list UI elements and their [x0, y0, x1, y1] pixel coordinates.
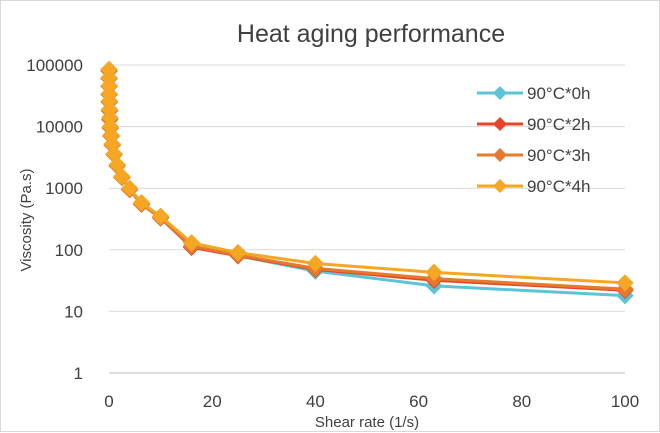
x-axis-title: Shear rate (1/s) [315, 414, 419, 431]
legend-item: 90°C*0h [477, 84, 591, 103]
y-tick-label: 1000 [45, 179, 83, 198]
legend-label: 90°C*4h [527, 177, 591, 196]
data-point [306, 254, 325, 273]
legend-label: 90°C*0h [527, 84, 591, 103]
legend-marker [493, 117, 507, 131]
y-tick-label: 1 [74, 364, 83, 383]
legend: 90°C*0h 90°C*2h 90°C*3h 90°C*4h [477, 84, 591, 196]
chart-title: Heat aging performance [237, 20, 505, 48]
legend-item: 90°C*4h [477, 177, 591, 196]
x-tick-label: 0 [104, 392, 113, 411]
legend-marker [493, 179, 507, 193]
axes: 1 10 100 1000 10000 100000 0 20 40 60 80 100 [26, 56, 639, 411]
gridlines [109, 64, 625, 374]
y-tick-label: 100 [55, 241, 83, 260]
y-tick-label: 100000 [26, 56, 83, 75]
data-point [151, 207, 170, 225]
legend-marker [493, 148, 507, 162]
legend-item: 90°C*3h [477, 146, 591, 165]
data-point [616, 274, 634, 292]
data-point [113, 167, 131, 186]
legend-label: 90°C*3h [527, 146, 591, 165]
y-tick-label: 10000 [36, 118, 83, 137]
series-layer [100, 60, 634, 305]
series-4 [100, 60, 634, 292]
x-tick-label: 40 [306, 392, 325, 411]
data-point [425, 263, 443, 282]
legend-item: 90°C*2h [477, 115, 591, 134]
legend-marker [493, 86, 507, 100]
x-tick-label: 60 [409, 392, 428, 411]
y-tick-label: 10 [64, 302, 83, 321]
data-point [120, 179, 139, 197]
x-tick-label: 20 [203, 392, 222, 411]
legend-label: 90°C*2h [527, 115, 591, 134]
y-axis-title: Viscosity (Pa.s) [18, 168, 35, 271]
data-point [229, 243, 247, 262]
data-point [132, 194, 151, 212]
data-point [182, 234, 201, 252]
x-tick-label: 80 [512, 392, 531, 411]
x-tick-label: 100 [611, 392, 639, 411]
